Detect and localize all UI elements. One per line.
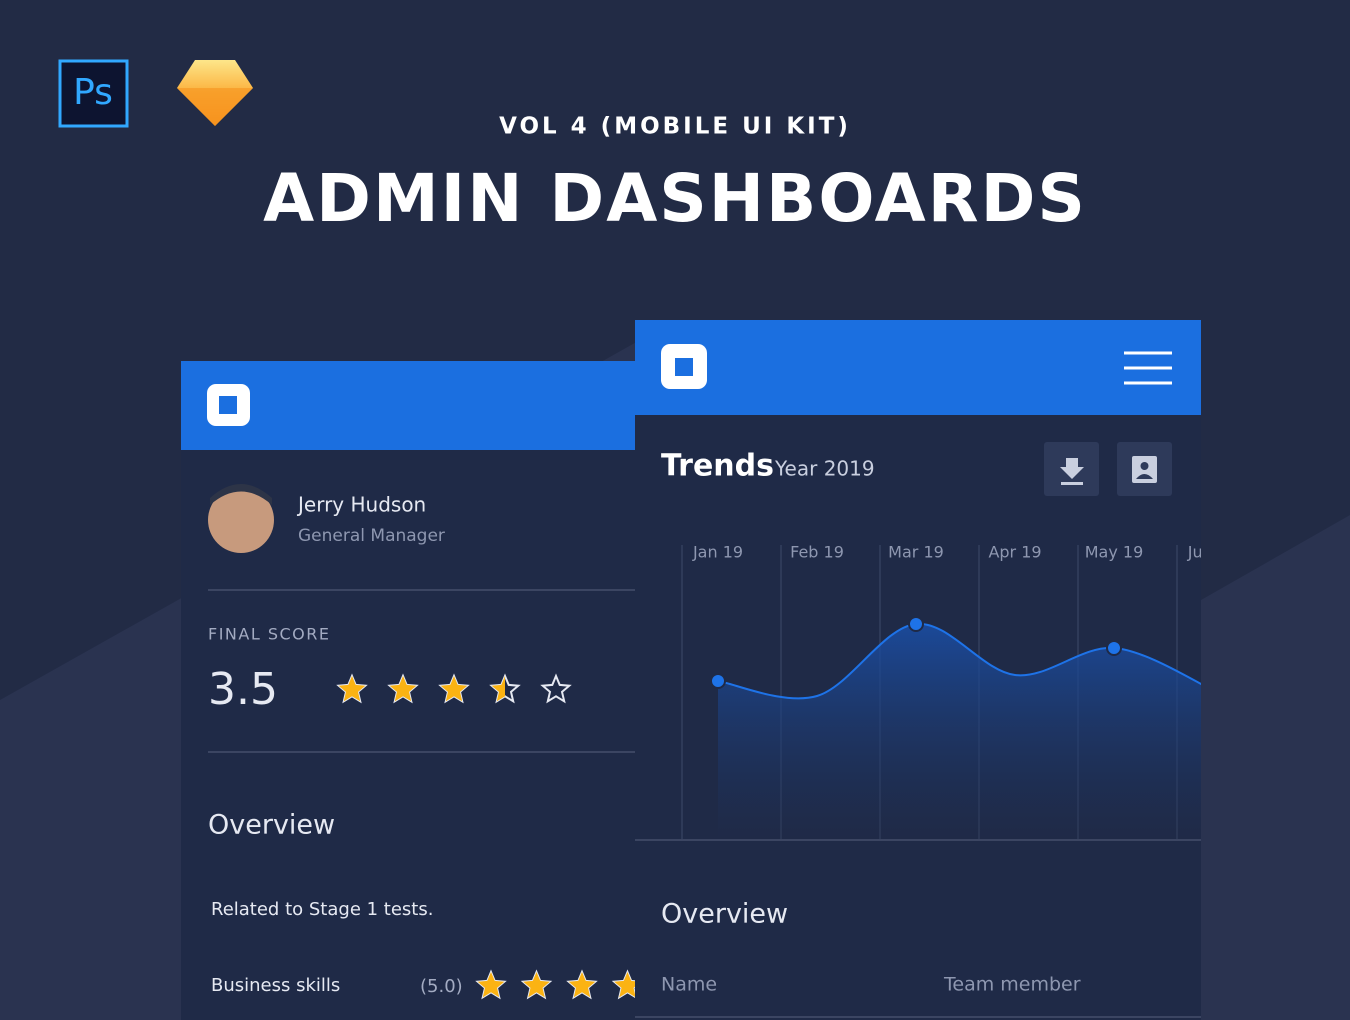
download-button[interactable] [1044,442,1099,496]
star [489,673,521,704]
star [520,969,553,1000]
overview-title: Overview [208,810,335,841]
skill-label: Business skills [211,975,340,996]
star-outline [540,673,572,704]
ps-text: Ps [73,72,113,113]
trend-point [908,616,924,632]
overview-title: Overview [661,899,788,930]
star [566,969,598,1000]
column-header: Team member [943,974,1081,996]
x-tick-label: Apr 19 [988,543,1041,562]
trend-point [710,673,726,689]
user-role: General Manager [298,526,445,546]
trends-title: Trends [661,449,774,484]
star-fill [523,972,550,998]
avatar [208,487,274,553]
star-fill [477,972,505,998]
star [611,969,635,1000]
x-tick-label: Feb 19 [790,543,844,562]
x-tick-label: Mar 19 [888,543,944,562]
x-tick-label: Jan 19 [692,543,743,562]
subtitle: VOL 4 (MOBILE UI KIT) [499,114,851,140]
star-fill [440,676,468,702]
star [438,673,470,704]
star-fill [614,972,635,998]
score-value: 3.5 [208,664,278,715]
star-fill [338,676,366,702]
ps-logo: Ps [58,59,129,128]
period: Year 2019 [774,457,875,481]
trend-chart: Jan 19 Feb 19 Mar 19 Apr 19 May 19 Jun 19 [681,543,1238,840]
overview-text: Related to Stage 1 tests. [211,899,433,920]
menu-button[interactable] [1124,351,1172,385]
bg-shape [1201,515,1350,1020]
trend-point [1106,640,1122,656]
skill-score: (5.0) [420,976,463,997]
star-fill [568,972,596,998]
star-fill [389,676,417,702]
star [336,673,368,704]
user-name: Jerry Hudson [296,493,426,517]
column-header: Name [661,974,717,996]
contact-button[interactable] [1117,442,1172,496]
right-card: Trends Year 2019 Jan 19 Feb 19 Mar 19 Apr 1… [635,320,1238,1020]
star [475,969,507,1000]
star [540,673,572,704]
title: ADMIN DASHBOARDS [263,160,1087,237]
x-tick-label: May 19 [1085,543,1144,562]
x-tick-label: Jun 19 [1187,543,1238,562]
star-fill [491,676,505,702]
star [387,673,419,704]
left-card: Jerry Hudson General Manager FINAL SCORE… [181,361,635,1020]
sketch-logo [177,60,253,126]
trend-area [718,623,1201,840]
score-label: FINAL SCORE [208,625,330,644]
